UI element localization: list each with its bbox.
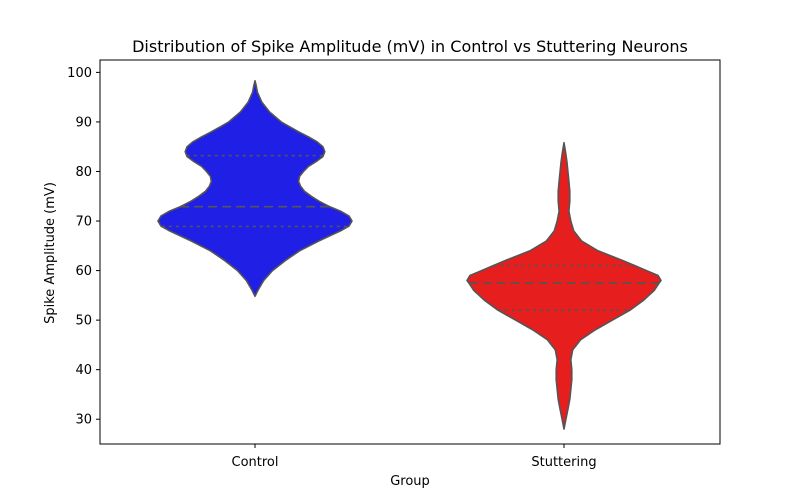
y-tick-label: 40 [75,363,92,378]
y-axis: 30 40 50 60 70 80 90 100 [67,66,100,428]
y-tick-label: 80 [75,165,92,180]
y-tick-label: 100 [67,66,92,81]
x-tick-label: Control [232,455,279,470]
y-tick-label: 90 [75,115,92,130]
plot-frame [99,59,721,445]
violin-control [157,80,353,298]
x-axis-label: Group [390,474,430,489]
y-tick-label: 70 [75,215,92,230]
y-tick-label: 50 [75,314,92,329]
x-axis: Control Stuttering [232,444,597,470]
y-axis-label: Spike Amplitude (mV) [43,182,58,324]
y-tick-label: 60 [75,264,92,279]
violins-group [157,80,662,430]
chart-title: Distribution of Spike Amplitude (mV) in … [132,37,688,56]
x-tick-label: Stuttering [531,455,596,470]
y-tick-label: 30 [75,413,92,428]
violin-stuttering [466,141,662,430]
